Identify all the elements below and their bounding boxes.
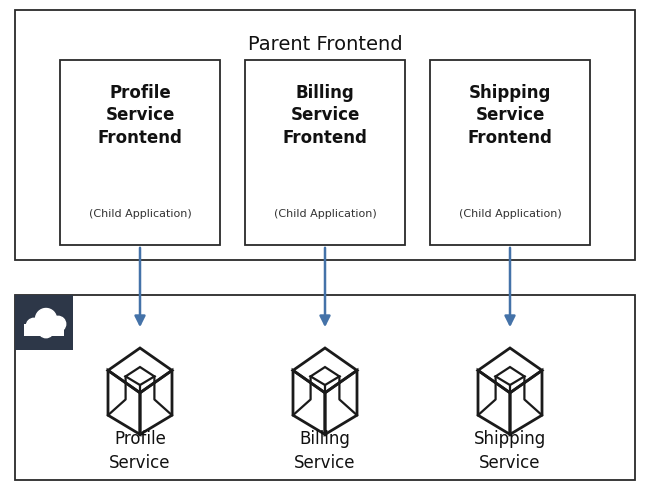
Text: (Child Application): (Child Application) [459,209,562,218]
Text: Profile
Service: Profile Service [109,430,171,472]
Text: (Child Application): (Child Application) [88,209,191,218]
Text: Parent Frontend: Parent Frontend [248,35,402,54]
Circle shape [26,318,42,334]
Bar [24,324,64,336]
Bar [15,295,635,480]
Circle shape [50,316,66,332]
Circle shape [38,322,54,338]
Text: Shipping
Service: Shipping Service [474,430,546,472]
Bar [15,295,73,350]
Bar [245,60,405,245]
Text: Profile
Service
Frontend: Profile Service Frontend [98,84,183,148]
Bar [15,10,635,260]
Text: Billing
Service: Billing Service [294,430,356,472]
Text: (Child Application): (Child Application) [274,209,376,218]
Circle shape [36,308,57,330]
Bar [430,60,590,245]
Text: Shipping
Service
Frontend: Shipping Service Frontend [467,84,552,148]
Bar [60,60,220,245]
Text: Billing
Service
Frontend: Billing Service Frontend [283,84,367,148]
